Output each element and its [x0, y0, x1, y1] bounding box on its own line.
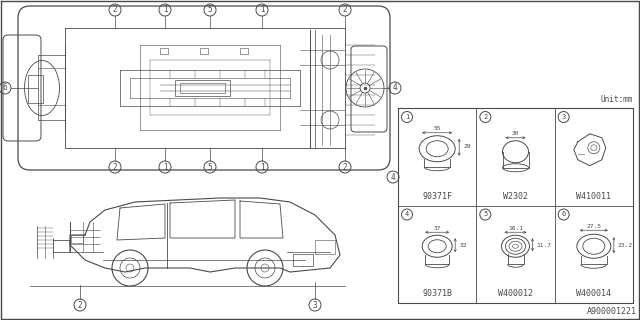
Text: 3: 3: [313, 300, 317, 309]
Text: W2302: W2302: [503, 192, 528, 201]
Text: 1: 1: [260, 5, 264, 14]
Bar: [315, 240, 335, 254]
Text: 6: 6: [561, 212, 566, 218]
Text: 1: 1: [405, 114, 409, 120]
Text: 16.1: 16.1: [508, 226, 523, 231]
Bar: [180, 83, 225, 93]
Text: 1: 1: [163, 163, 167, 172]
Text: 90371F: 90371F: [422, 192, 452, 201]
Text: 2: 2: [113, 5, 117, 14]
Text: 32: 32: [459, 243, 467, 248]
Text: 2: 2: [342, 5, 348, 14]
Text: 27.5: 27.5: [586, 224, 602, 229]
Text: 2: 2: [483, 114, 488, 120]
Text: 1: 1: [163, 5, 167, 14]
Text: 55: 55: [433, 126, 441, 131]
Text: 37: 37: [433, 226, 441, 231]
Text: 2: 2: [77, 300, 83, 309]
Text: 6: 6: [3, 84, 7, 92]
Text: 30: 30: [512, 131, 519, 136]
Bar: [200, 48, 208, 54]
Bar: [293, 254, 313, 266]
Bar: [240, 48, 248, 54]
Text: 4: 4: [390, 172, 396, 181]
Bar: [175, 80, 230, 96]
Text: 5: 5: [208, 5, 212, 14]
Text: 3: 3: [561, 114, 566, 120]
Text: W400014: W400014: [577, 290, 611, 299]
Text: W410011: W410011: [577, 192, 611, 201]
Text: 2: 2: [342, 163, 348, 172]
Text: 5: 5: [208, 163, 212, 172]
Bar: [71, 235, 83, 243]
Text: 29: 29: [463, 144, 470, 149]
Text: Unit:mm: Unit:mm: [600, 95, 633, 104]
Text: W400012: W400012: [498, 290, 533, 299]
Text: 23.2: 23.2: [618, 243, 633, 248]
Text: 4: 4: [393, 84, 397, 92]
Text: 90371B: 90371B: [422, 290, 452, 299]
Text: 1: 1: [260, 163, 264, 172]
Bar: [160, 48, 168, 54]
Text: A900001221: A900001221: [587, 307, 637, 316]
Text: 11.7: 11.7: [536, 243, 552, 248]
Text: 4: 4: [405, 212, 409, 218]
Text: 2: 2: [113, 163, 117, 172]
Bar: [53, 240, 69, 252]
Bar: [28, 75, 43, 103]
Text: 5: 5: [483, 212, 488, 218]
